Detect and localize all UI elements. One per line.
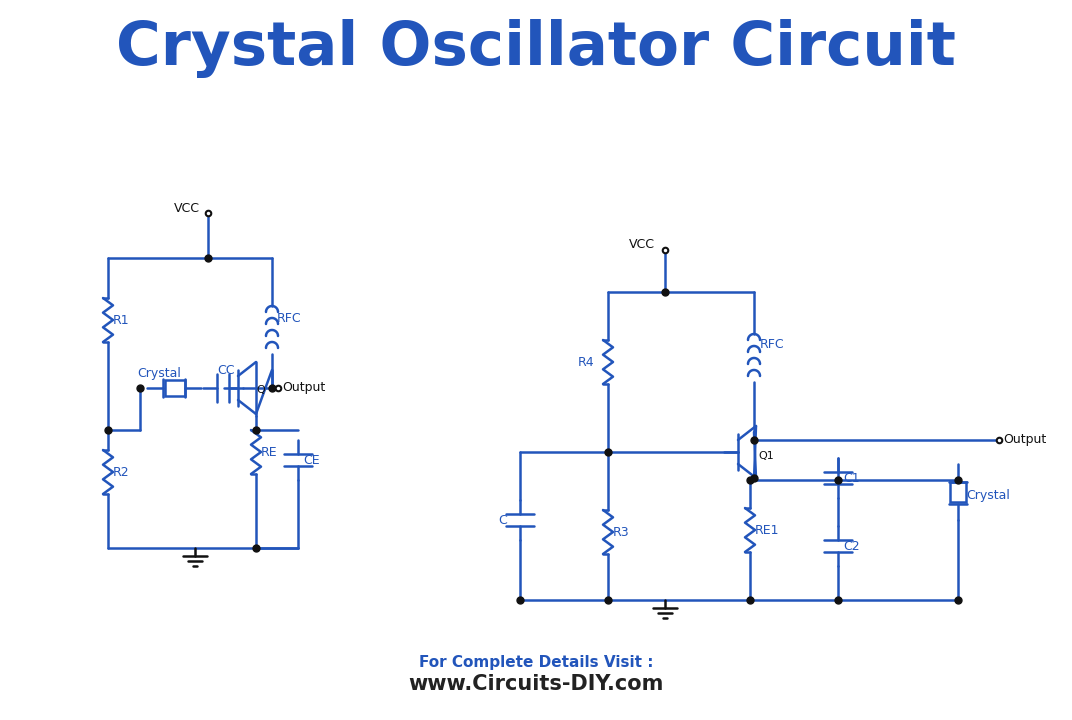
Text: C2: C2	[843, 539, 860, 552]
Text: Q: Q	[256, 385, 265, 395]
Text: R3: R3	[613, 526, 629, 539]
Text: R1: R1	[113, 313, 130, 326]
Text: RE1: RE1	[755, 523, 779, 536]
Text: C: C	[498, 513, 507, 526]
Text: RFC: RFC	[760, 338, 785, 351]
Text: C1: C1	[843, 472, 860, 485]
Text: Output: Output	[282, 382, 325, 395]
Text: Q1: Q1	[758, 451, 774, 461]
Text: R4: R4	[578, 356, 595, 369]
Text: www.Circuits-DIY.com: www.Circuits-DIY.com	[408, 674, 664, 694]
Text: Crystal: Crystal	[966, 490, 1010, 503]
Text: For Complete Details Visit :: For Complete Details Visit :	[419, 654, 653, 670]
Text: VCC: VCC	[629, 238, 655, 251]
Text: Crystal: Crystal	[137, 367, 181, 380]
Text: RE: RE	[260, 446, 278, 459]
Text: Output: Output	[1003, 433, 1046, 446]
Bar	[165, 380, 185, 396]
Text: Crystal Oscillator Circuit: Crystal Oscillator Circuit	[116, 19, 956, 78]
Text: R2: R2	[113, 466, 130, 479]
Text: CE: CE	[303, 454, 319, 467]
Text: CC: CC	[217, 364, 235, 377]
Bar	[950, 482, 966, 502]
Text: VCC: VCC	[174, 202, 200, 215]
Text: RFC: RFC	[277, 312, 301, 325]
